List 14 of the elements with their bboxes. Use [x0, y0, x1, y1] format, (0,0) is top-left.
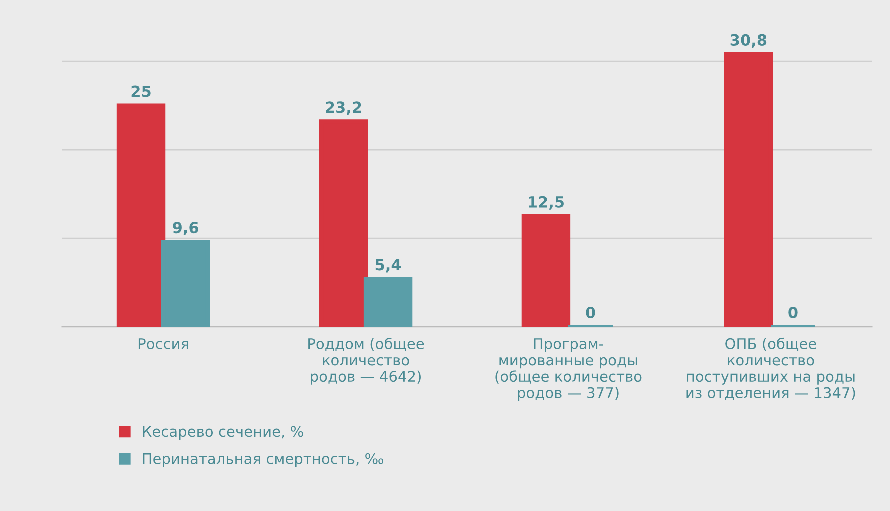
data-label: 9,6: [173, 222, 199, 236]
legend-label: Перинатальная смертность, ‰: [143, 453, 384, 468]
data-label: 12,5: [529, 196, 564, 210]
data-label: 25: [132, 86, 151, 98]
x-tick-label: Програм- мированные роды (общее количество родов — 377): [496, 338, 642, 402]
x-tick-label: Роддом (общее количество родов — 4642): [308, 338, 424, 385]
x-tick-label: Россия: [138, 338, 188, 350]
data-label: 0: [586, 306, 596, 319]
legend-label: Кесарево сечение, %: [143, 426, 304, 440]
data-label: 0: [788, 306, 798, 319]
data-label: 30,8: [730, 34, 767, 48]
data-label: 5,4: [376, 259, 402, 273]
x-tick-label: ОПБ (общее количество поступивших на роды из отделения — 1347): [686, 338, 856, 400]
data-label: 23,2: [326, 102, 362, 116]
